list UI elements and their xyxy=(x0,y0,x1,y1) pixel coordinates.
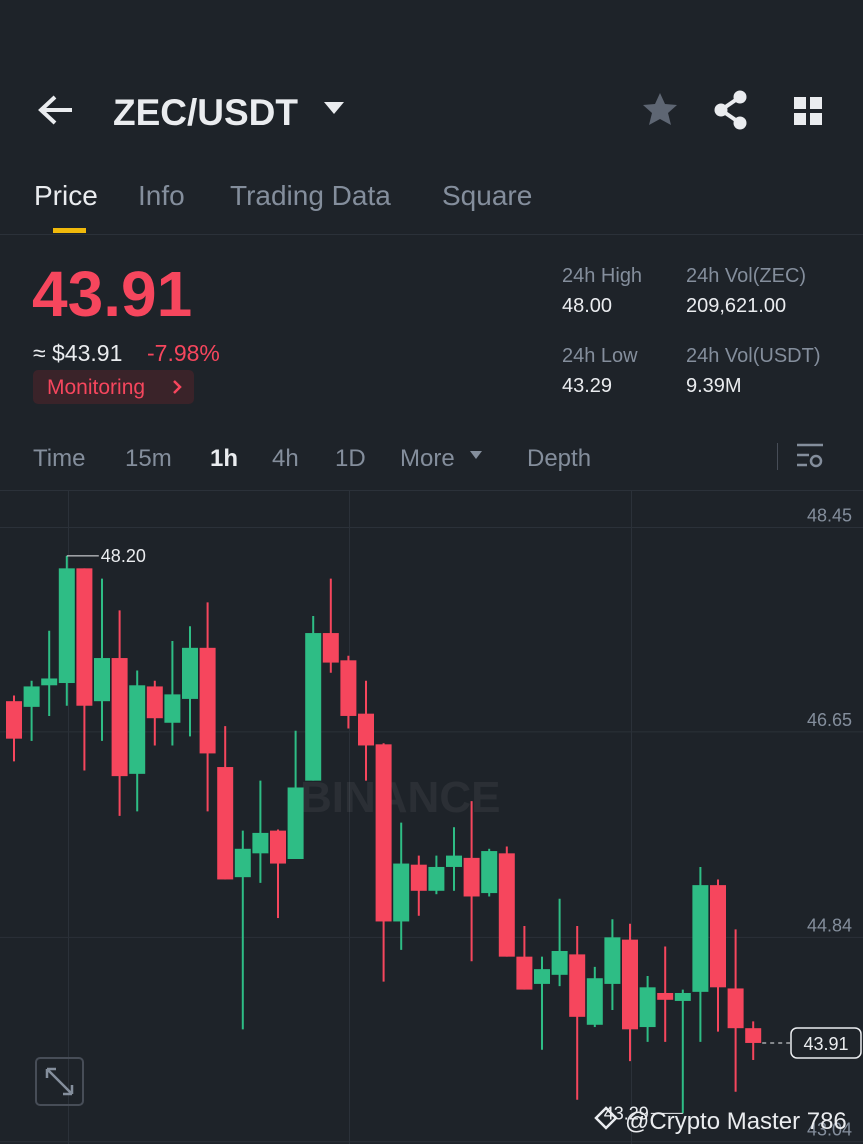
credit-logo xyxy=(594,1106,618,1130)
pair-title[interactable]: ZEC/USDT xyxy=(113,92,298,133)
candle-body xyxy=(287,787,304,860)
stat-value: 48.00 xyxy=(562,295,612,317)
fullscreen-icon xyxy=(45,1067,74,1096)
interval[interactable]: 1h xyxy=(210,445,238,472)
y-tick-label: 43.04 xyxy=(807,1120,852,1140)
candle-body xyxy=(569,954,586,1017)
watermark: BINANCE xyxy=(300,773,500,822)
candle-body xyxy=(410,864,427,891)
credit: @Crypto Master 786 xyxy=(625,1108,847,1135)
candle-body xyxy=(516,956,533,990)
stat-label: 24h Low xyxy=(562,345,638,367)
chevron xyxy=(173,380,182,394)
fullscreen-button[interactable] xyxy=(35,1057,84,1106)
candle-body xyxy=(217,767,234,880)
candle-body xyxy=(534,969,550,984)
candle-body xyxy=(463,857,480,897)
candle-body xyxy=(498,853,515,957)
interval[interactable]: 1D xyxy=(335,445,366,472)
monitoring-badge[interactable] xyxy=(33,370,194,404)
interval[interactable]: 15m xyxy=(125,445,172,472)
candle-body xyxy=(446,855,462,867)
candle-body xyxy=(727,988,744,1029)
candle-body xyxy=(375,744,392,922)
price-change: -7.98% xyxy=(147,340,220,366)
candle-body xyxy=(234,848,251,878)
last-price-label: 43.91 xyxy=(803,1034,848,1054)
candle-body xyxy=(340,660,357,716)
stat-value: 209,621.00 xyxy=(686,295,786,317)
more-dropdown xyxy=(470,451,482,459)
tab[interactable]: Trading Data xyxy=(230,180,391,211)
high-label: 48.20 xyxy=(101,546,146,566)
candle-body xyxy=(164,694,181,723)
tab[interactable]: Price xyxy=(34,180,98,211)
y-tick-label: 46.65 xyxy=(807,710,852,730)
monitoring-label[interactable]: Monitoring xyxy=(47,376,145,399)
y-tick-label: 48.45 xyxy=(807,505,852,525)
candle-body xyxy=(146,686,163,719)
candle-body xyxy=(604,937,621,984)
candle-body xyxy=(393,863,410,922)
candle-body xyxy=(94,658,110,702)
candle-body xyxy=(674,992,691,1001)
y-tick-label: 44.84 xyxy=(807,915,852,935)
pair-dropdown[interactable] xyxy=(324,102,344,114)
interval[interactable]: Time xyxy=(33,445,85,472)
interval[interactable]: More xyxy=(400,445,455,472)
candle-body xyxy=(710,885,726,988)
candle-body xyxy=(58,568,75,684)
tab-indicator xyxy=(53,228,86,233)
candle-body xyxy=(745,1028,762,1043)
candle-body xyxy=(639,987,656,1028)
stat-value: 43.29 xyxy=(562,375,612,397)
stat-label: 24h Vol(USDT) xyxy=(686,345,821,367)
candle-body xyxy=(111,658,128,777)
tab[interactable]: Square xyxy=(442,180,532,211)
candle-body xyxy=(481,851,498,894)
candle-body xyxy=(199,647,216,754)
candle-body xyxy=(305,633,322,781)
chart-settings-icon[interactable] xyxy=(797,443,823,468)
share-icon[interactable] xyxy=(714,90,747,130)
back-button[interactable] xyxy=(38,95,72,125)
candle-body xyxy=(657,992,674,1000)
candle-body xyxy=(270,830,286,864)
candle-body xyxy=(41,678,58,686)
last-price: 43.91 xyxy=(32,258,192,330)
candle-body xyxy=(358,713,374,746)
stat-value: 9.39M xyxy=(686,375,742,397)
candle-body xyxy=(622,939,638,1030)
candle-body xyxy=(76,568,93,706)
stat-label: 24h High xyxy=(562,265,642,287)
fiat-price: ≈ $43.91 xyxy=(33,340,122,366)
candle-body xyxy=(129,685,146,774)
candle-body xyxy=(252,832,269,854)
candle-body xyxy=(322,633,339,663)
candle-body xyxy=(692,885,709,992)
candle-body xyxy=(23,686,40,707)
candle-body xyxy=(428,866,445,891)
candle-body xyxy=(6,701,22,739)
stat-label: 24h Vol(ZEC) xyxy=(686,265,806,287)
last-price-box xyxy=(790,1027,862,1059)
candle-body xyxy=(182,647,198,699)
interval[interactable]: Depth xyxy=(527,445,591,472)
tab[interactable]: Info xyxy=(138,180,185,211)
candle-body xyxy=(586,978,603,1025)
favorite-icon[interactable] xyxy=(643,93,677,125)
interval[interactable]: 4h xyxy=(272,445,299,472)
candle-body xyxy=(551,950,568,975)
menu-grid-icon[interactable] xyxy=(794,97,822,125)
